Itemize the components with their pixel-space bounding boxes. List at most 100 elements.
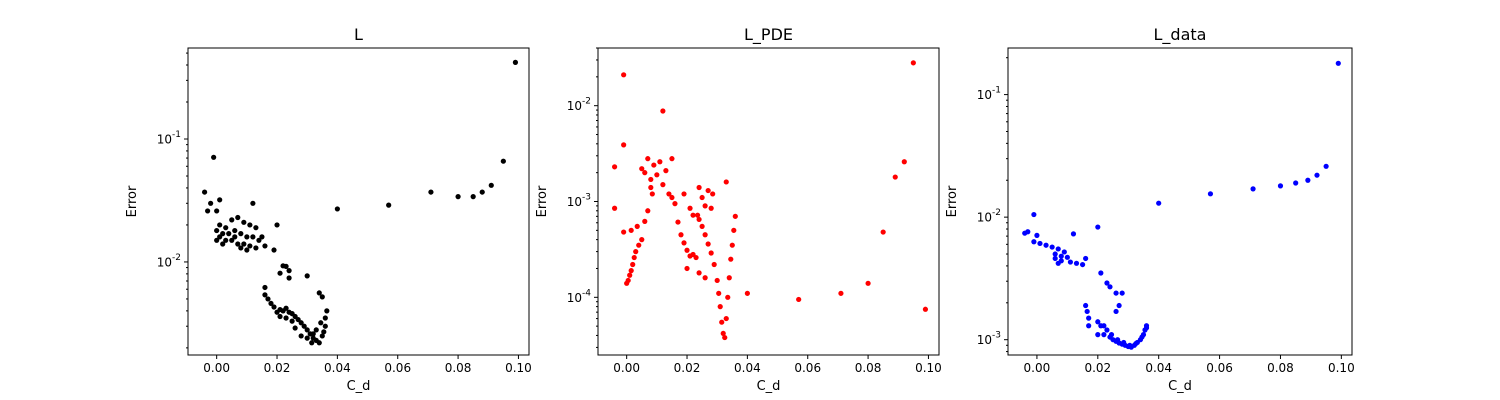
data-point: [645, 156, 651, 162]
data-point: [1143, 325, 1150, 331]
x-tick-label: 0.08: [1267, 361, 1294, 375]
data-point: [611, 205, 618, 211]
data-point: [223, 237, 229, 243]
data-point: [687, 205, 693, 211]
y-tick-label: 10-4: [567, 288, 592, 305]
data-point: [1052, 251, 1058, 257]
data-point: [693, 254, 699, 261]
data-point: [639, 237, 645, 243]
x-tick-label: 0.08: [855, 361, 882, 375]
data-point: [723, 315, 729, 322]
data-point: [500, 158, 506, 164]
data-point: [624, 280, 630, 286]
data-point: [1073, 260, 1080, 266]
data-point: [649, 191, 655, 197]
data-point: [666, 191, 672, 197]
x-tick-label: 0.06: [1206, 361, 1233, 375]
plot-frame: [187, 47, 530, 356]
data-point: [214, 237, 220, 243]
data-point: [621, 229, 627, 235]
y-tick-label: 10-3: [567, 192, 591, 209]
data-point: [262, 292, 268, 298]
data-point: [235, 214, 241, 221]
data-point: [250, 234, 256, 240]
data-point: [696, 184, 702, 191]
data-point: [319, 333, 325, 339]
data-point: [660, 182, 666, 188]
data-point: [289, 318, 295, 324]
data-point: [262, 243, 268, 249]
data-point: [669, 156, 675, 162]
y-tick-label: 10-2: [157, 252, 181, 269]
data-point: [316, 340, 322, 346]
data-point: [205, 208, 211, 214]
data-point: [1049, 244, 1055, 250]
x-tick-label: 0.06: [794, 361, 821, 375]
data-point: [1104, 327, 1110, 333]
data-point: [1022, 230, 1028, 236]
data-point: [651, 162, 657, 168]
y-tick-label: 10-2: [567, 96, 591, 113]
data-point: [286, 268, 292, 274]
data-point: [217, 234, 223, 240]
data-point: [628, 268, 634, 274]
x-tick-label: 0.04: [734, 361, 761, 375]
subplot-title: L: [354, 25, 363, 44]
data-point: [705, 187, 711, 194]
data-point: [304, 273, 310, 279]
x-tick-label: 0.00: [1024, 361, 1051, 375]
data-point: [283, 315, 289, 321]
data-point: [631, 254, 637, 261]
data-point: [696, 270, 702, 276]
data-point: [901, 159, 907, 165]
plot-frame: [597, 47, 940, 356]
subplot-title: L_data: [1154, 25, 1207, 45]
data-point: [702, 203, 708, 209]
data-point: [321, 329, 327, 335]
data-point: [322, 315, 328, 321]
data-point: [708, 205, 714, 211]
data-point: [722, 334, 728, 341]
data-point: [265, 296, 271, 302]
data-point: [723, 179, 729, 185]
data-point: [642, 218, 648, 224]
data-point: [1121, 339, 1127, 346]
data-point: [702, 275, 708, 281]
data-point: [1101, 332, 1107, 338]
x-tick-label: 0.00: [613, 361, 640, 375]
x-tick-label: 0.10: [505, 361, 532, 375]
data-point: [708, 250, 714, 256]
data-point: [319, 294, 325, 300]
data-point: [455, 194, 461, 200]
data-point: [1084, 308, 1090, 315]
data-point: [318, 320, 324, 326]
data-point: [621, 142, 627, 148]
data-point: [1305, 177, 1311, 183]
data-point: [669, 194, 675, 201]
data-point: [663, 168, 669, 174]
data-point: [214, 208, 220, 214]
data-point: [479, 189, 485, 195]
data-point: [201, 189, 208, 195]
data-point: [247, 243, 253, 249]
data-point: [639, 166, 645, 172]
y-tick-label: 10-1: [977, 85, 1001, 102]
data-point: [232, 227, 238, 234]
data-point: [702, 232, 708, 238]
y-axis-label: Error: [125, 185, 140, 217]
data-point: [1079, 261, 1086, 268]
data-point: [910, 60, 916, 66]
data-point: [1139, 334, 1145, 340]
scatter-series: [1022, 60, 1341, 350]
data-point: [1061, 249, 1067, 255]
data-point: [283, 305, 289, 311]
data-point: [1293, 180, 1299, 186]
data-point: [309, 340, 315, 346]
data-point: [660, 108, 666, 114]
x-tick-label: 0.06: [384, 361, 411, 375]
data-point: [259, 234, 265, 240]
plot-frame: [1007, 47, 1353, 356]
x-axis-label: C_d: [757, 379, 781, 394]
data-point: [226, 231, 232, 237]
data-point: [719, 319, 725, 325]
